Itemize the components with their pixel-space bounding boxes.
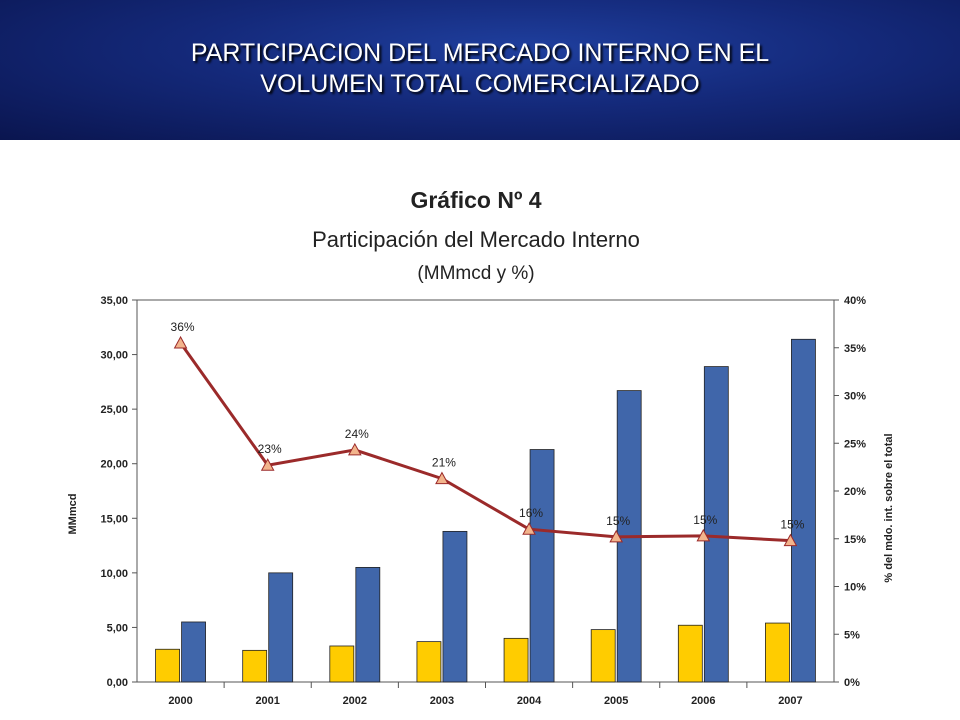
bar-series-1 bbox=[677, 624, 703, 683]
y-tick-label: 35,00 bbox=[100, 295, 128, 307]
x-tick-label: 2002 bbox=[343, 695, 367, 707]
bar-series-2 bbox=[529, 449, 555, 683]
bar-series-1 bbox=[155, 648, 180, 683]
line-marker bbox=[260, 458, 275, 471]
y2-tick-label: 5% bbox=[844, 629, 860, 641]
y-tick-label: 30,00 bbox=[100, 350, 128, 362]
y-tick-label: 15,00 bbox=[100, 513, 128, 525]
x-tick-label: 2001 bbox=[255, 695, 279, 707]
slide-title-line-2: VOLUMEN TOTAL COMERCIALIZADO bbox=[260, 70, 700, 98]
line-data-label: 21% bbox=[432, 456, 456, 470]
chart-unit-note: (MMmcd y %) bbox=[417, 263, 534, 284]
y-axis-label: MMmcd bbox=[67, 494, 79, 535]
x-tick-label: 2007 bbox=[778, 695, 802, 707]
y2-tick-label: 20% bbox=[844, 486, 866, 498]
chart-title: Gráfico Nº 4 bbox=[410, 187, 541, 213]
x-tick-label: 2005 bbox=[604, 695, 628, 707]
y-tick-label: 0,00 bbox=[107, 677, 128, 689]
slide-title-line-1: PARTICIPACION DEL MERCADO INTERNO EN EL bbox=[190, 39, 770, 67]
bar-series-1 bbox=[503, 637, 529, 683]
y2-tick-label: 25% bbox=[844, 438, 866, 450]
line-data-label: 23% bbox=[258, 442, 282, 456]
line-marker bbox=[609, 529, 624, 543]
x-tick-label: 2003 bbox=[430, 695, 454, 707]
line-marker bbox=[173, 335, 188, 349]
bar-series-2 bbox=[181, 621, 206, 683]
y-tick-label: 5,00 bbox=[107, 622, 128, 634]
y2-tick-label: 30% bbox=[844, 391, 866, 403]
x-tick-label: 2006 bbox=[691, 695, 715, 707]
y-tick-label: 25,00 bbox=[100, 404, 128, 416]
bar-series-1 bbox=[329, 645, 355, 683]
line-marker bbox=[522, 522, 536, 535]
participation-chart: Gráfico Nº 4 Participación del Mercado I… bbox=[67, 187, 895, 707]
bar-series-1 bbox=[590, 629, 616, 683]
bar-series-2 bbox=[703, 366, 729, 683]
plot-area: 0,00 5,00 10,00 15,00 20,00 25,00 30,00 35,00 0%… bbox=[100, 295, 866, 707]
line-marker bbox=[347, 442, 362, 456]
bar-series-2 bbox=[355, 566, 381, 683]
y2-tick-label: 40% bbox=[844, 295, 866, 307]
bar-series-1 bbox=[416, 641, 442, 683]
y2-tick-label: 0% bbox=[844, 677, 860, 689]
slide-title: PARTICIPACION DEL MERCADO INTERNO EN EL … bbox=[0, 38, 960, 100]
x-tick-label: 2004 bbox=[517, 695, 542, 707]
bar-series-2 bbox=[791, 338, 816, 683]
y-tick-label: 10,00 bbox=[100, 568, 128, 580]
bar-series-1 bbox=[765, 622, 790, 683]
bar-series-1 bbox=[242, 649, 268, 683]
y2-tick-label: 35% bbox=[844, 343, 866, 355]
percentage-line bbox=[179, 342, 791, 543]
line-marker bbox=[435, 471, 449, 485]
line-data-label: 15% bbox=[606, 514, 630, 528]
slide-header-banner: PARTICIPACION DEL MERCADO INTERNO EN EL … bbox=[0, 0, 960, 140]
x-tick-label: 2000 bbox=[168, 695, 192, 707]
line-marker bbox=[696, 528, 711, 542]
bar-series-2 bbox=[268, 572, 294, 683]
y2-tick-label: 10% bbox=[844, 582, 866, 594]
y2-tick-label: 15% bbox=[844, 534, 866, 546]
bar-series-2 bbox=[442, 530, 468, 683]
line-data-label: 16% bbox=[519, 506, 543, 520]
plot-frame bbox=[136, 299, 835, 683]
line-data-label: 15% bbox=[780, 518, 804, 532]
y2-axis-label: % del mdo. int. sobre el total bbox=[883, 433, 895, 582]
line-marker bbox=[783, 533, 798, 547]
chart-subtitle: Participación del Mercado Interno bbox=[312, 227, 640, 252]
y-tick-label: 20,00 bbox=[100, 459, 128, 471]
line-data-label: 36% bbox=[171, 320, 195, 334]
line-data-label: 24% bbox=[345, 427, 369, 441]
line-data-label: 15% bbox=[693, 513, 717, 527]
